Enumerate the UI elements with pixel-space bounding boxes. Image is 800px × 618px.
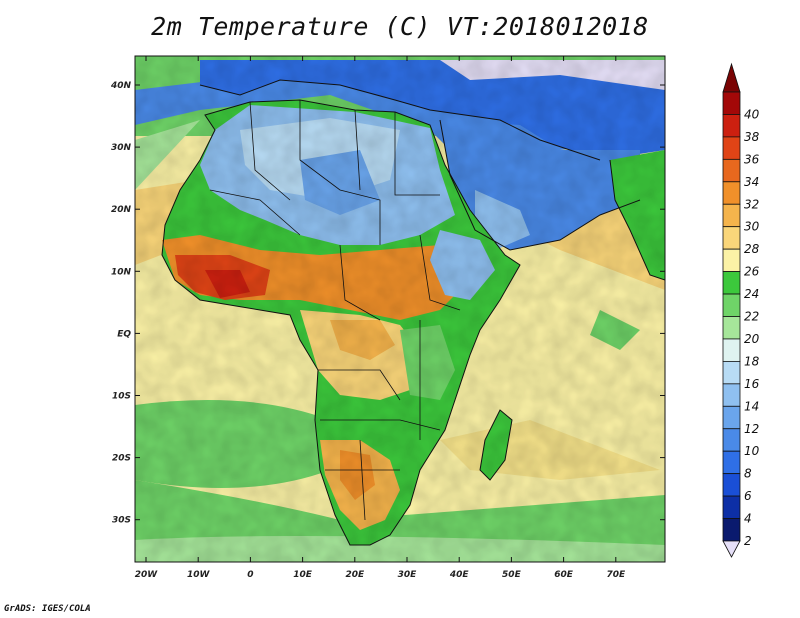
colorbar-swatch: [722, 181, 741, 205]
colorbar-swatch: [722, 226, 741, 250]
y-tick-label: 10N: [111, 267, 132, 277]
colorbar-swatch: [722, 450, 741, 475]
y-tick-label: 20S: [112, 454, 131, 464]
colorbar-label: 16: [744, 377, 760, 391]
x-tick-label: 0: [247, 570, 253, 580]
colorbar-label: 20: [744, 332, 760, 346]
y-tick-label: 30S: [112, 516, 131, 526]
colorbar-label: 10: [744, 444, 760, 458]
y-tick-label: EQ: [117, 329, 131, 339]
map-title: 2m Temperature (C) VT:2018012018: [151, 12, 649, 41]
colorbar-label: 34: [744, 175, 759, 189]
x-tick-label: 50E: [502, 570, 522, 580]
map-panel: [135, 56, 665, 562]
country-borders: [209, 100, 461, 521]
colorbar-label: 18: [744, 354, 760, 368]
colorbar-label: 40: [744, 107, 760, 121]
colorbar-swatch: [722, 271, 741, 295]
colorbar-swatch: [722, 158, 741, 183]
colorbar-swatch: [722, 360, 741, 385]
y-tick-label: 20N: [111, 205, 132, 215]
colorbar-label: 4: [744, 512, 752, 526]
colorbar-swatch: [722, 428, 741, 452]
colorbar-swatch: [722, 293, 741, 317]
y-tick-label: 10S: [112, 392, 131, 402]
y-tick-label: 40N: [110, 81, 132, 91]
colorbar-swatch: [722, 405, 741, 430]
colorbar-swatch: [722, 91, 741, 115]
colorbar-label: 28: [744, 242, 760, 256]
colorbar-label: 2: [744, 534, 752, 548]
texture-overlay: [135, 56, 665, 562]
colorbar-label: 8: [744, 467, 752, 481]
x-tick-label: 60E: [554, 570, 574, 580]
colorbar-over-arrow: [722, 62, 741, 93]
colorbar-swatch: [722, 248, 741, 272]
colorbar-label: 22: [744, 310, 759, 324]
map-frame: [134, 55, 666, 563]
y-axis: 40N 30N 20N 10N EQ 10S 20S 30S: [110, 81, 665, 526]
europe-coastline: [199, 79, 601, 161]
x-tick-label: 40E: [449, 570, 470, 580]
x-tick-label: 20E: [345, 570, 365, 580]
x-tick-label: 10W: [187, 570, 211, 580]
colorbar-label: 14: [744, 399, 759, 413]
colorbar-swatch: [722, 114, 741, 138]
colorbar-swatch: [722, 473, 741, 497]
colorbar-label: 26: [744, 265, 760, 279]
colorbar-swatch: [722, 338, 741, 362]
colorbar-label: 24: [744, 287, 759, 301]
colorbar-swatch: [722, 495, 741, 519]
colorbar-label: 38: [744, 130, 760, 144]
grads-credit: GrADS: IGES/COLA: [4, 604, 91, 614]
colorbar-swatch: [722, 383, 741, 407]
colorbar-swatch: [722, 316, 741, 340]
africa-coastline: [161, 99, 521, 546]
arabia-coastline: [439, 119, 641, 251]
colorbar-label: 32: [744, 197, 759, 211]
y-tick-label: 30N: [111, 143, 132, 153]
x-axis: 20W 10W 0 10E 20E 30E 40E 50E 60E 70E: [135, 56, 626, 580]
x-tick-label: 70E: [606, 570, 626, 580]
colorbar-swatch: [722, 518, 741, 542]
colorbar-swatch: [722, 203, 741, 228]
x-tick-label: 10E: [293, 570, 313, 580]
colorbar-label: 12: [744, 422, 759, 436]
colorbar-label: 36: [744, 152, 760, 166]
colorbar-label: 6: [744, 489, 752, 503]
colorbar-swatch: [722, 136, 741, 160]
colorbar-label: 30: [744, 220, 760, 234]
madagascar-coastline: [479, 409, 513, 481]
x-tick-label: 20W: [135, 570, 159, 580]
colorbar-under-arrow: [722, 540, 741, 558]
x-tick-label: 30E: [398, 570, 418, 580]
india-coastline: [609, 159, 665, 281]
